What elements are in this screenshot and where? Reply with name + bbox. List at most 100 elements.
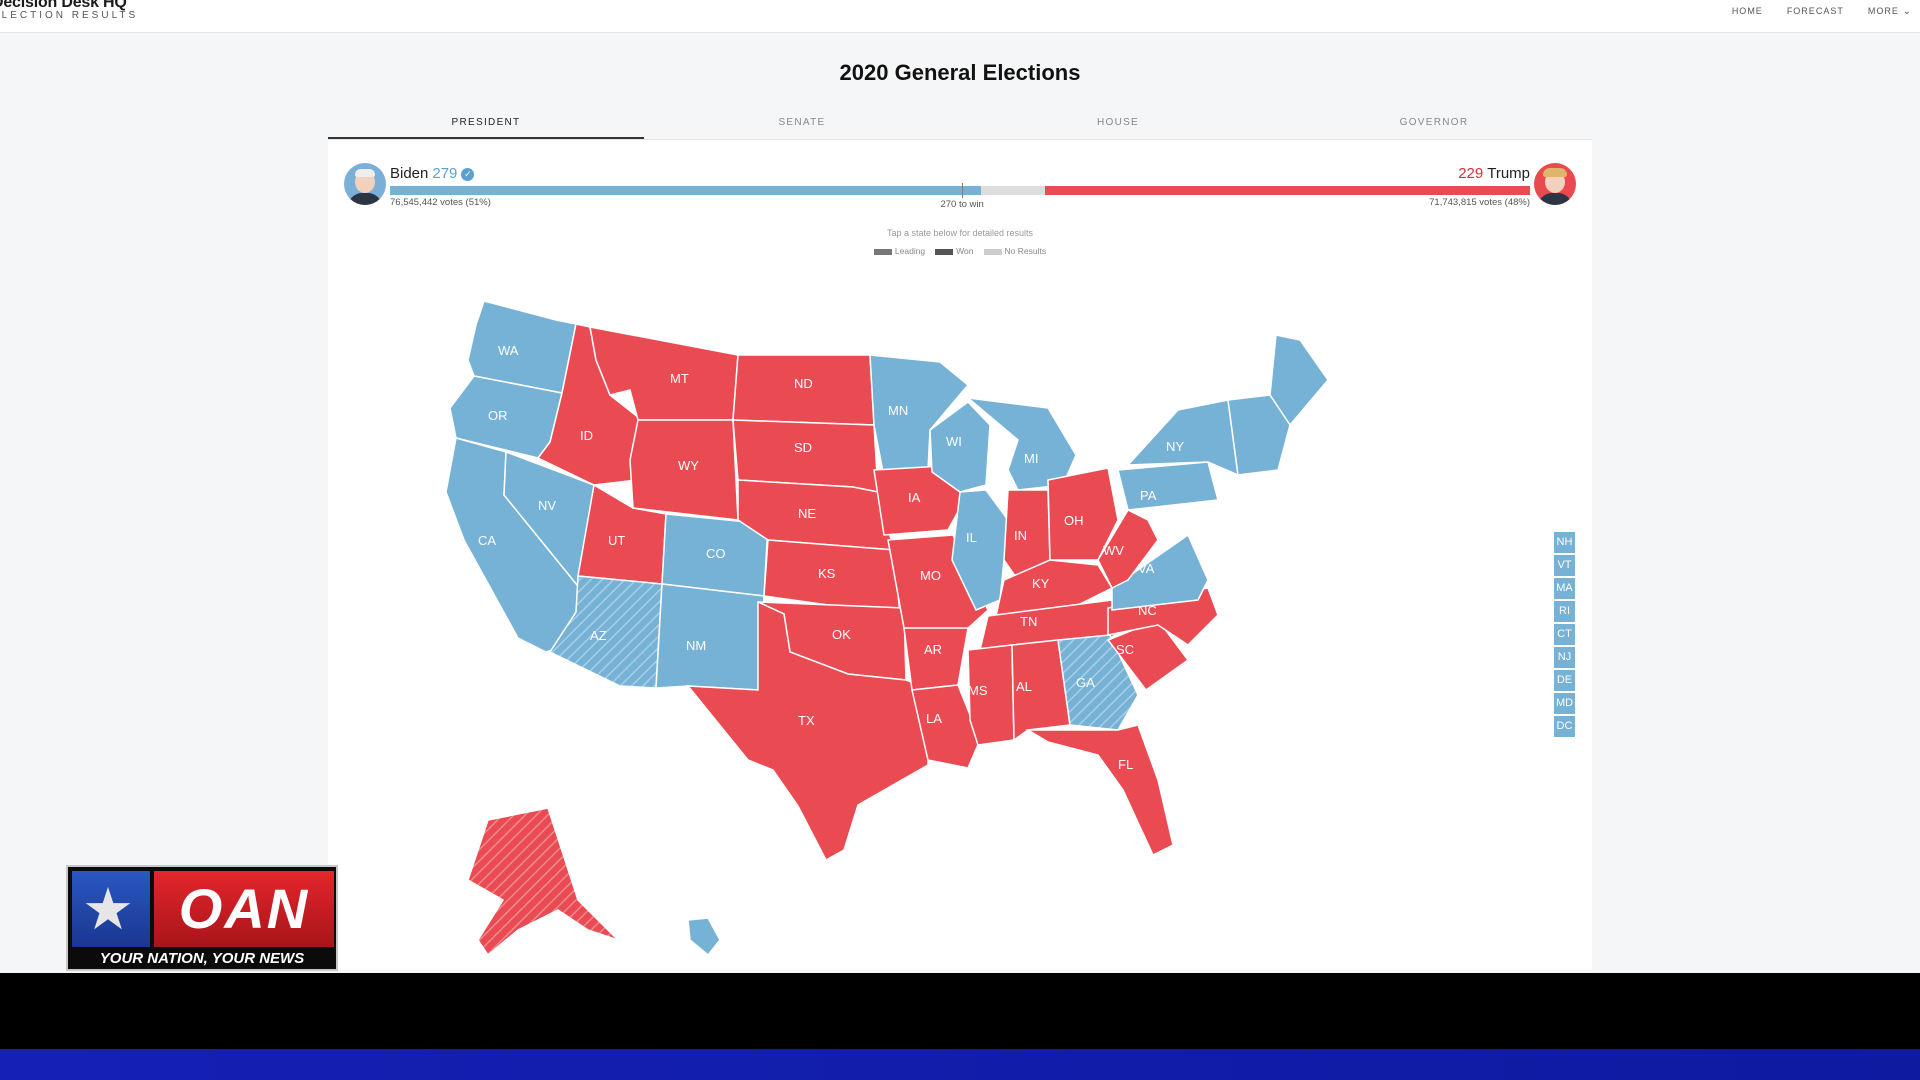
small-states-list: NH VT MA RI CT NJ DE MD DC (1554, 532, 1575, 737)
state-PA[interactable] (1117, 461, 1219, 511)
state-ME[interactable] (1269, 334, 1329, 427)
win-threshold-marker (962, 183, 964, 198)
state-WY[interactable] (629, 419, 739, 521)
small-state-MA[interactable]: MA (1554, 578, 1575, 599)
label-MT: MT (670, 371, 689, 386)
brand-name: Decision Desk HQ (0, 0, 127, 11)
state-AL[interactable] (1011, 639, 1071, 742)
biden-popular-votes: 76,545,442 votes (51%) (390, 197, 491, 208)
nav-home-link[interactable]: HOME (1731, 6, 1763, 16)
label-MN: MN (888, 403, 908, 418)
tab-house[interactable]: HOUSE (1096, 117, 1140, 128)
small-state-NJ[interactable]: NJ (1554, 647, 1575, 668)
label-HI: HI (674, 809, 687, 824)
state-NM[interactable] (655, 583, 765, 691)
biden-name: Biden (390, 165, 429, 182)
brand-logo[interactable]: Decision Desk HQ ELECTION RESULTS (0, 0, 138, 21)
label-AR: AR (924, 642, 942, 657)
state-OH[interactable] (1047, 467, 1119, 561)
tab-president[interactable]: PRESIDENT (328, 112, 644, 139)
results-card: Biden 279 ✓ 76,545,442 votes (51%) 229 Trum… (328, 140, 1592, 970)
legend-no-results: No Results (983, 246, 1046, 256)
state-LA[interactable] (911, 684, 981, 769)
label-MO: MO (920, 568, 941, 583)
tab-governor[interactable]: GOVERNOR (1399, 117, 1469, 128)
to-win-label: 270 to win (940, 199, 984, 210)
small-state-DC[interactable]: DC (1554, 716, 1575, 737)
legend-won: Won (935, 246, 974, 256)
label-AZ: AZ (590, 628, 607, 643)
broadcast-ticker-band (0, 1049, 1920, 1080)
tab-senate[interactable]: SENATE (778, 117, 826, 128)
label-MS: MS (968, 683, 988, 698)
state-VA[interactable] (1111, 533, 1209, 611)
trump-ev-fill (1044, 186, 1530, 195)
brand-subtitle: ELECTION RESULTS (0, 10, 139, 21)
state-WI[interactable] (929, 401, 991, 493)
label-ME: ME (1244, 367, 1264, 382)
state-TX[interactable] (686, 600, 929, 862)
nav-more-dropdown[interactable]: MORE (1868, 6, 1912, 17)
label-TN: TN (1020, 614, 1037, 629)
small-state-DE[interactable]: DE (1554, 670, 1575, 691)
small-state-MD[interactable]: MD (1554, 693, 1575, 714)
race-tabs: PRESIDENT SENATE HOUSE GOVERNOR (328, 112, 1592, 140)
trump-name: Trump (1487, 165, 1530, 182)
label-WA: WA (498, 343, 519, 358)
label-KS: KS (818, 566, 836, 581)
label-PA: PA (1140, 488, 1157, 503)
label-OH: OH (1064, 513, 1084, 528)
state-labels: WA OR CA NV ID MT WY UT AZ CO NM ND SD N… (478, 343, 1264, 824)
top-nav: HOME FORECAST MORE (1732, 6, 1912, 17)
oan-wordmark: OAN (154, 871, 334, 947)
label-OR: OR (488, 408, 508, 423)
label-NV: NV (538, 498, 556, 513)
legend-leading: Leading (873, 246, 925, 256)
trump-popular-votes: 71,743,815 votes (48%) (1429, 197, 1530, 208)
state-MN[interactable] (869, 354, 970, 473)
label-TX: TX (798, 713, 815, 728)
page-title: 2020 General Elections (839, 60, 1081, 85)
small-state-NH[interactable]: NH (1554, 532, 1575, 553)
trump-electoral-votes: 229 (1458, 165, 1484, 182)
small-state-CT[interactable]: CT (1554, 624, 1575, 645)
label-KY: KY (1032, 576, 1050, 591)
winner-check-icon: ✓ (461, 168, 475, 181)
state-AK[interactable] (467, 807, 619, 957)
state-FL[interactable] (1025, 724, 1174, 857)
biden-electoral-votes: 279 (432, 165, 458, 182)
trump-avatar[interactable] (1534, 163, 1576, 205)
label-AL: AL (1016, 679, 1032, 694)
state-NE-cluster[interactable] (1227, 394, 1291, 476)
label-AK: AK (491, 764, 509, 779)
map-hint: Tap a state below for detailed results (886, 228, 1034, 238)
label-SC: SC (1116, 642, 1134, 657)
biden-header: Biden 279 ✓ (390, 165, 475, 182)
state-NC[interactable] (1107, 587, 1219, 646)
label-IL: IL (966, 530, 977, 545)
label-NC: NC (1138, 603, 1157, 618)
biden-avatar[interactable] (344, 163, 386, 205)
label-FL: FL (1118, 757, 1133, 772)
label-CO: CO (706, 546, 726, 561)
state-HI[interactable] (687, 917, 721, 957)
eagle-icon (72, 871, 150, 947)
electoral-vote-bar (390, 183, 1530, 198)
label-MI: MI (1024, 451, 1038, 466)
label-ID: ID (580, 428, 593, 443)
us-electoral-map: WA OR CA NV ID MT WY UT AZ CO NM ND SD N… (445, 300, 1329, 957)
label-LA: LA (926, 711, 942, 726)
state-MI[interactable] (965, 396, 1077, 491)
label-IA: IA (908, 490, 921, 505)
label-WY: WY (678, 458, 699, 473)
state-AR[interactable] (903, 627, 969, 691)
small-state-VT[interactable]: VT (1554, 555, 1575, 576)
trump-header: 229 Trump (1458, 165, 1530, 182)
nav-forecast-link[interactable]: FORECAST (1786, 6, 1844, 16)
state-GA[interactable] (1057, 634, 1139, 731)
biden-ev-fill (390, 186, 982, 195)
state-MS[interactable] (967, 644, 1015, 746)
broadcast-lower-band (0, 973, 1920, 1049)
label-NY: NY (1166, 439, 1184, 454)
small-state-RI[interactable]: RI (1554, 601, 1575, 622)
